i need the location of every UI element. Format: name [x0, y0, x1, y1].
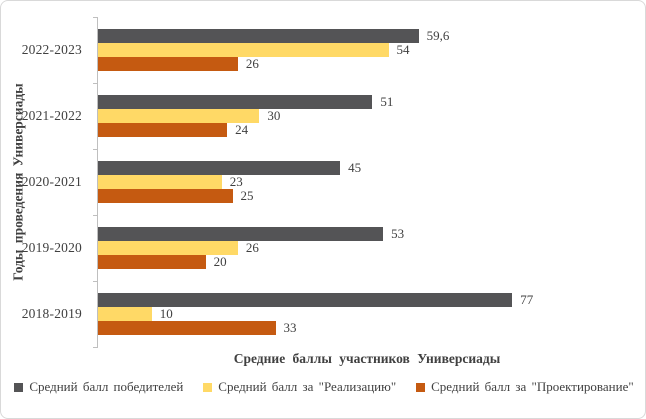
legend-label: Средний балл за "Проектирование": [431, 379, 634, 394]
legend-item-0: Средний балл победителей: [14, 379, 183, 395]
bar-value-label: 53: [391, 226, 405, 241]
bar-series-0-2020-2021: [98, 161, 341, 175]
bar-series-0-2021-2022: [98, 95, 373, 109]
x-axis-title: Средние баллы участников Универсиады: [233, 351, 501, 366]
bar-series-0-2022-2023: [98, 29, 419, 43]
legend-marker-icon: [14, 382, 24, 392]
bar-value-label: 26: [245, 240, 259, 255]
bar-value-label: 33: [283, 320, 297, 335]
bar-value-label: 25: [240, 188, 254, 203]
category-label-2019-2020: 2019-2020: [21, 240, 82, 255]
bar-series-2-2020-2021: [98, 189, 233, 203]
bar-series-1-2018-2019: [98, 307, 152, 321]
bar-group-2019-2020: 53 26 20: [98, 215, 636, 281]
bar-series-0-2018-2019: [98, 293, 513, 307]
bar-row: 26: [98, 57, 636, 71]
bar-series-1-2020-2021: [98, 175, 222, 189]
bar-group-2022-2023: 59,6 54 26: [98, 17, 636, 83]
bar-row: 77: [98, 293, 636, 307]
legend: Средний балл победителей Средний балл за …: [1, 379, 645, 395]
legend-item-1: Средний балл за "Реализацию": [203, 379, 396, 395]
bar-row: 23: [98, 175, 636, 189]
legend-label: Средний балл победителей: [29, 379, 184, 394]
legend-label: Средний балл за "Реализацию": [218, 379, 397, 394]
bar-value-label: 59,6: [426, 28, 450, 43]
bar-row: 59,6: [98, 29, 636, 43]
bar-value-label: 10: [159, 306, 173, 321]
bar-row: 20: [98, 255, 636, 269]
bar-value-label: 30: [267, 108, 281, 123]
bar-row: 30: [98, 109, 636, 123]
bar-value-label: 51: [380, 94, 394, 109]
bar-row: 26: [98, 241, 636, 255]
category-label-2020-2021: 2020-2021: [21, 174, 82, 189]
bar-row: 53: [98, 227, 636, 241]
category-label-2018-2019: 2018-2019: [21, 306, 82, 321]
bar-group-2020-2021: 45 23 25: [98, 149, 636, 215]
y-axis-tick: [93, 83, 98, 84]
legend-item-2: Средний балл за "Проектирование": [416, 379, 634, 395]
bar-value-label: 26: [245, 56, 259, 71]
bar-group-2018-2019: 77 10 33: [98, 281, 636, 347]
bar-group-2021-2022: 51 30 24: [98, 83, 636, 149]
bar-series-1-2019-2020: [98, 241, 238, 255]
bar-row: 24: [98, 123, 636, 137]
bar-series-2-2018-2019: [98, 321, 276, 335]
y-axis-tick: [93, 281, 98, 282]
category-label-2022-2023: 2022-2023: [21, 42, 82, 57]
bar-row: 33: [98, 321, 636, 335]
bar-value-label: 24: [235, 122, 249, 137]
bar-series-1-2022-2023: [98, 43, 389, 57]
y-axis-tick: [93, 17, 98, 18]
y-axis-tick: [93, 215, 98, 216]
bar-series-2-2021-2022: [98, 123, 228, 137]
y-axis-line: [97, 17, 98, 347]
bar-value-label: 20: [213, 254, 227, 269]
y-axis-tick: [93, 347, 98, 348]
legend-marker-icon: [203, 382, 213, 392]
bar-row: 45: [98, 161, 636, 175]
bar-series-2-2019-2020: [98, 255, 206, 269]
bar-value-label: 54: [396, 42, 410, 57]
bar-series-2-2022-2023: [98, 57, 238, 71]
bar-row: 51: [98, 95, 636, 109]
bar-value-label: 23: [229, 174, 243, 189]
bar-series-0-2019-2020: [98, 227, 384, 241]
bar-series-1-2021-2022: [98, 109, 260, 123]
bar-row: 10: [98, 307, 636, 321]
bar-row: 25: [98, 189, 636, 203]
category-label-2021-2022: 2021-2022: [21, 108, 82, 123]
plot-area: 59,6 54 26 51 30 24 45 23 25 53 26 20 77 10 33: [98, 17, 636, 347]
bar-value-label: 45: [348, 160, 362, 175]
y-axis-tick: [93, 149, 98, 150]
legend-marker-icon: [416, 382, 426, 392]
bar-value-label: 77: [520, 292, 534, 307]
bar-row: 54: [98, 43, 636, 57]
